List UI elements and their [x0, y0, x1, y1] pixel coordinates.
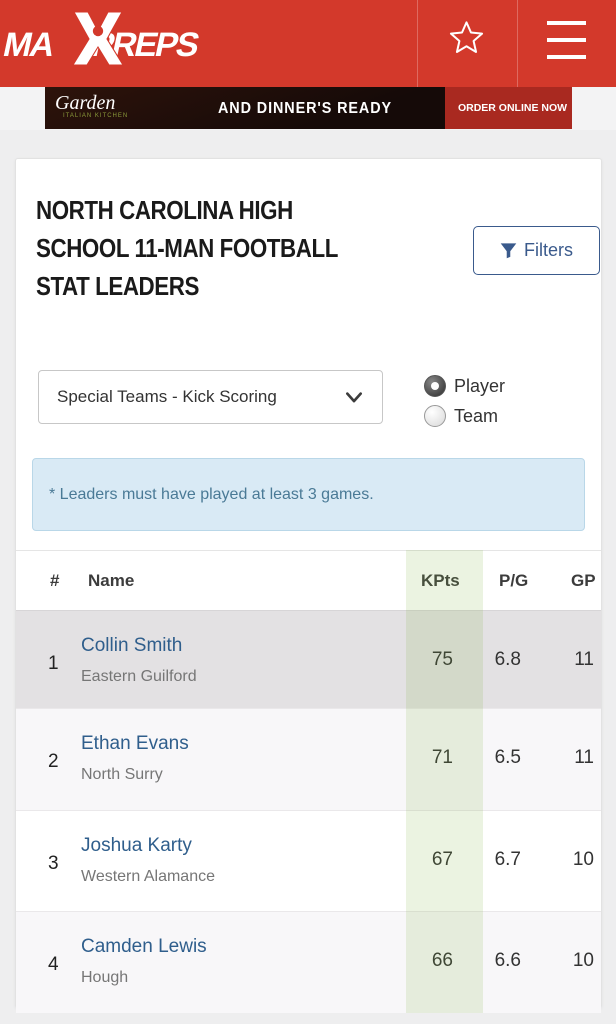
svg-text:MA: MA — [0, 26, 58, 64]
